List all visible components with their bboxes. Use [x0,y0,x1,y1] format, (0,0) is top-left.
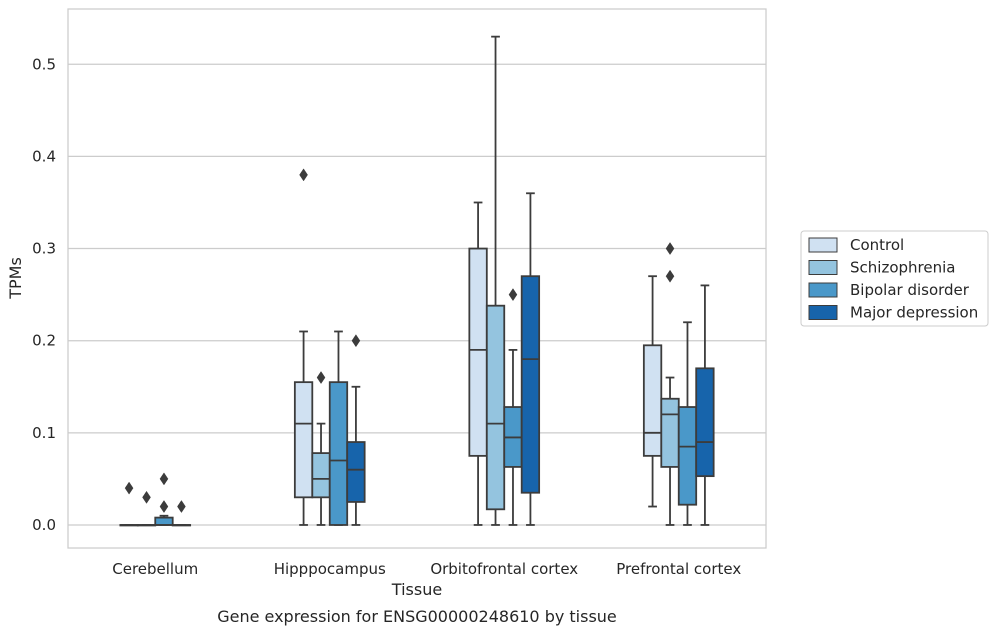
legend-frame [800,230,989,327]
legend-label: Control [850,236,904,254]
box-group [468,201,488,526]
x-tick-label: Orbitofrontal cortex [430,560,578,578]
legend-swatch [808,260,838,275]
outlier-point [299,168,308,182]
y-axis-title: TPMs [6,257,25,300]
boxes [119,35,715,527]
tick-labels: 0.0 0.1 0.2 0.3 0.4 0.5 Cerebellum Hipppocampus… [32,55,741,578]
chart-caption: Gene expression for ENSG00000248610 by t… [217,607,617,626]
box-group [695,284,715,526]
outlier-point [351,334,361,348]
outlier-point [159,472,169,486]
y-tick-label: 0.4 [32,147,56,165]
legend: Control Schizophrenia Bipolar disorder Majo… [800,230,989,327]
box-group [346,334,366,526]
box-group [136,490,157,527]
legend-swatch [808,282,838,298]
legend-label: Schizophrenia [850,259,955,277]
box [468,247,488,457]
box-group [119,481,139,527]
box-group [293,168,314,526]
box [520,275,541,494]
x-tick-label: Cerebellum [112,560,198,578]
box-group [311,371,331,526]
y-tick-label: 0.3 [32,240,56,258]
box [677,406,698,506]
box-group [328,330,349,526]
outlier-point [665,242,675,256]
outlier-point [159,500,169,513]
box [154,516,174,526]
box [660,397,680,468]
box-group [154,472,174,526]
legend-swatch [808,237,838,253]
box-group [520,192,541,526]
outlier-point [665,269,675,283]
box-group [171,500,192,527]
y-tick-label: 0.0 [32,516,56,534]
x-tick-label: Hipppocampus [274,560,386,578]
outlier-point [177,500,186,513]
x-tick-label: Prefrontal cortex [616,560,741,578]
y-tick-label: 0.5 [32,55,56,73]
y-tick-label: 0.2 [32,332,56,350]
plot-frame [67,8,767,549]
box [346,441,366,503]
box [311,452,331,499]
box [642,344,663,457]
x-axis-title: Tissue [391,580,442,599]
box-group [642,275,663,508]
outlier-point [508,288,518,302]
outlier-point [124,481,134,495]
box [328,381,349,526]
box [485,304,506,511]
y-tick-label: 0.1 [32,424,56,442]
legend-label: Bipolar disorder [850,281,970,299]
outlier-point [316,371,326,384]
box [293,381,314,499]
legend-label: Major depression [850,304,978,322]
outlier-point [142,490,151,504]
legend-swatch [808,305,838,320]
box [695,367,715,478]
